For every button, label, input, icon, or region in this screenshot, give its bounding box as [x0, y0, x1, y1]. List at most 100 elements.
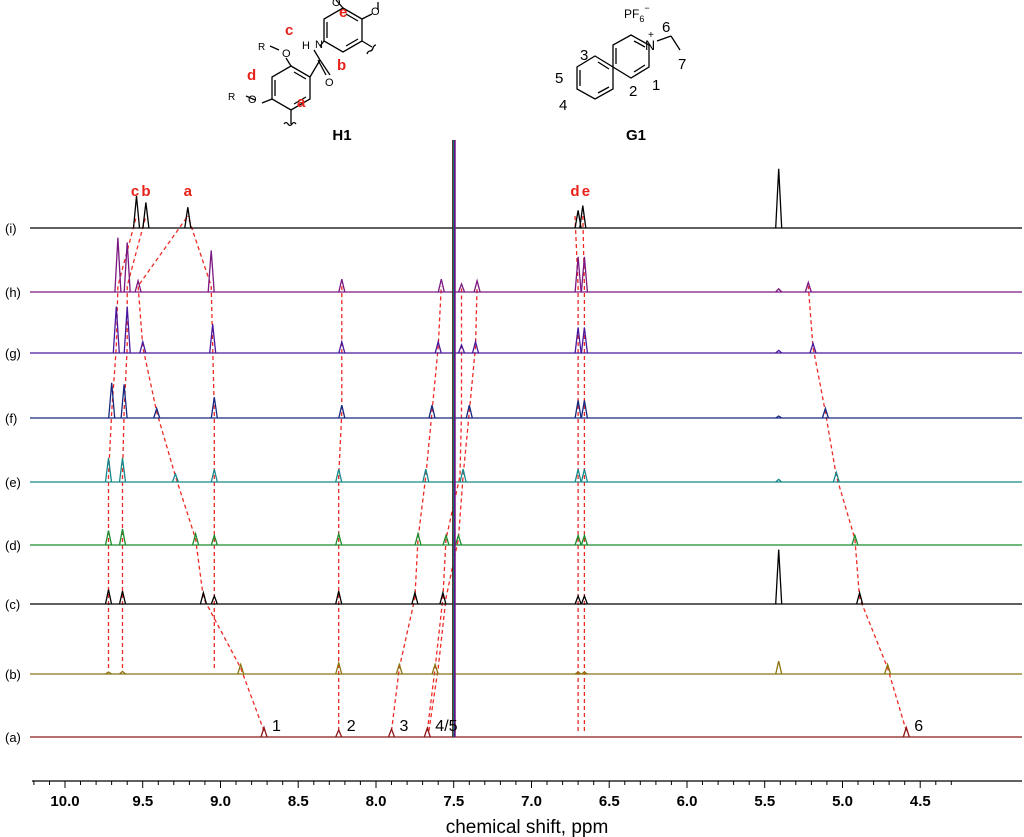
peak	[134, 278, 142, 293]
host-proton-labels: a b c d e	[247, 4, 347, 111]
host-atom-n: N	[315, 39, 323, 51]
peak	[210, 397, 218, 419]
peak	[260, 725, 268, 738]
peak-annotation: 2	[347, 718, 356, 735]
peak	[574, 400, 582, 419]
x-tick-label: 6.0	[677, 793, 698, 810]
x-tick-label: 6.5	[599, 793, 620, 810]
peak	[335, 728, 343, 738]
peak	[580, 533, 589, 546]
guest-number-7: 7	[678, 56, 686, 73]
peak	[821, 406, 830, 419]
x-axis-ticks: 10.0 9.5 9.0 8.5 8.0 7.5 7.0 6.5 6.0 5.5 5.0 4.5	[33, 781, 952, 810]
peak	[423, 725, 431, 738]
peak	[209, 324, 217, 354]
peak	[153, 406, 161, 419]
peak	[414, 531, 422, 546]
host-label-b: b	[337, 57, 346, 74]
x-tick-label: 9.0	[210, 793, 231, 810]
peak	[210, 533, 218, 546]
peak	[199, 590, 208, 605]
host-compound-name: H1	[332, 127, 351, 144]
peak	[775, 287, 783, 293]
peak	[118, 457, 127, 483]
guest-number-6: 6	[662, 19, 670, 36]
peak	[118, 528, 127, 546]
guest-phenyl-ring	[576, 55, 614, 100]
spectrum-5	[30, 382, 1022, 419]
trace-label: (d)	[5, 538, 21, 553]
guest-cation-charge: +	[648, 30, 654, 41]
x-tick-label: 10.0	[50, 793, 79, 810]
spectrum-8	[30, 168, 1022, 229]
peak	[335, 591, 343, 605]
peak	[104, 457, 113, 483]
trace-label: (i)	[5, 221, 17, 236]
peak	[119, 670, 126, 675]
peak	[437, 279, 445, 293]
spectrum-2	[30, 549, 1022, 605]
peak	[434, 339, 442, 354]
peak-annotation: a	[184, 183, 193, 200]
peak	[574, 671, 582, 675]
peak	[574, 594, 582, 605]
peak	[580, 469, 589, 483]
peak	[775, 661, 783, 675]
correlation-line-2	[390, 285, 442, 732]
peak	[108, 382, 116, 419]
spectrum-0	[30, 725, 1022, 738]
peak	[338, 279, 346, 293]
trace-label: (e)	[5, 475, 21, 490]
guest-number-4: 4	[559, 97, 567, 114]
correlation-line-9	[574, 215, 579, 731]
guest-number-3: 3	[580, 47, 588, 64]
peak	[580, 327, 589, 354]
peak-annotation: 4/5	[435, 718, 457, 735]
peak	[442, 533, 450, 546]
peak	[775, 168, 783, 229]
peak-annotations: 1 2 3 4/5 6 c b a d e	[131, 183, 923, 735]
x-tick-label: 7.0	[521, 793, 542, 810]
host-substituent-r1: R	[258, 42, 265, 53]
x-tick-label: 4.5	[910, 793, 931, 810]
trace-label: (g)	[5, 346, 21, 361]
correlation-line-5	[807, 285, 907, 732]
peak	[132, 195, 141, 229]
peak	[775, 415, 783, 419]
peak	[123, 306, 131, 354]
peak	[338, 339, 346, 354]
peak	[580, 400, 589, 419]
peak	[851, 533, 859, 546]
host-atom-labels: O O O O N H O R R	[228, 0, 380, 106]
correlation-lines	[107, 215, 907, 732]
peak	[574, 533, 582, 546]
host-structure	[245, 0, 379, 127]
x-axis-title: chemical shift, ppm	[446, 817, 609, 837]
guest-number-1: 1	[652, 77, 660, 94]
peak	[123, 242, 131, 293]
peak	[574, 256, 582, 293]
host-atom-h: H	[302, 40, 310, 52]
host-atom-o4: O	[371, 6, 380, 18]
peak	[210, 594, 218, 605]
correlation-line-1	[338, 286, 343, 731]
host-label-d: d	[247, 67, 256, 84]
peak	[335, 660, 343, 675]
peak	[338, 405, 346, 419]
peak	[457, 343, 466, 354]
host-label-a: a	[297, 94, 306, 111]
guest-number-2: 2	[629, 83, 637, 100]
peak	[118, 591, 127, 605]
peak	[579, 205, 587, 229]
peak-annotation: 3	[400, 718, 409, 735]
spectrum-1	[30, 660, 1022, 675]
guest-compound-name: G1	[626, 127, 646, 144]
trace-label: (f)	[5, 411, 17, 426]
peak	[411, 590, 419, 605]
x-tick-label: 5.0	[832, 793, 853, 810]
spectrum-6	[30, 306, 1022, 354]
trace-label: (b)	[5, 667, 21, 682]
peak	[428, 405, 436, 419]
x-tick-label: 8.0	[366, 793, 387, 810]
peak	[335, 531, 343, 546]
